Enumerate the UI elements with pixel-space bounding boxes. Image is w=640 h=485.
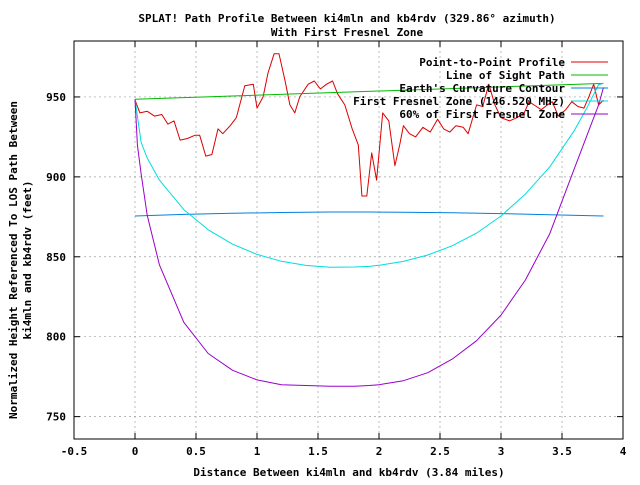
legend-label: Point-to-Point Profile [419,56,565,69]
grid [74,41,623,439]
series-line-point-to-point-profile [134,53,604,197]
x-axis-label: Distance Between ki4mln and kb4rdv (3.84… [193,466,504,479]
series-layer [134,53,604,387]
y-tick-label: 950 [46,91,66,104]
x-tick-label: 1 [254,445,261,458]
y-tick-label: 850 [46,251,66,264]
x-tick-label: 3.5 [552,445,572,458]
series-line-line-of-sight-path [134,82,604,100]
chart-title: SPLAT! Path Profile Between ki4mln and k… [138,12,555,25]
x-tick-label: 3 [498,445,505,458]
ticks: -0.5 0 0.5 1 1.5 2 2.5 3 3.5 4 750 800 850 900 950 [46,41,627,458]
y-tick-label: 800 [46,331,66,344]
x-tick-label: 0.5 [186,445,206,458]
y-tick-label: 750 [46,411,66,424]
x-tick-label: 4 [620,445,627,458]
y-axis-label-line-2: ki4mln and kb4rdv (feet) [21,181,34,340]
series-line-first-fresnel-zone-146-520-mhz [134,82,604,268]
x-tick-label: 1.5 [308,445,328,458]
chart-subtitle: With First Fresnel Zone [271,26,424,39]
x-tick-label: 0 [132,445,139,458]
legend-label: First Fresnel Zone (146.520 MHz) [353,95,565,108]
series-line-60-of-first-fresnel-zone [134,87,604,387]
legend-label: 60% of First Fresnel Zone [399,108,565,121]
legend-label: Line of Sight Path [446,69,565,82]
series-line-earth-s-curvature-contour [134,211,604,217]
y-axis-label-line-1: Normalized Height Referenced To LOS Path… [7,101,20,419]
x-tick-label: 2 [376,445,383,458]
legend-label: Earth's Curvature Contour [399,82,565,95]
x-tick-label: 2.5 [430,445,450,458]
plot-frame [73,40,624,440]
y-tick-label: 900 [46,171,66,184]
x-tick-label: -0.5 [61,445,88,458]
